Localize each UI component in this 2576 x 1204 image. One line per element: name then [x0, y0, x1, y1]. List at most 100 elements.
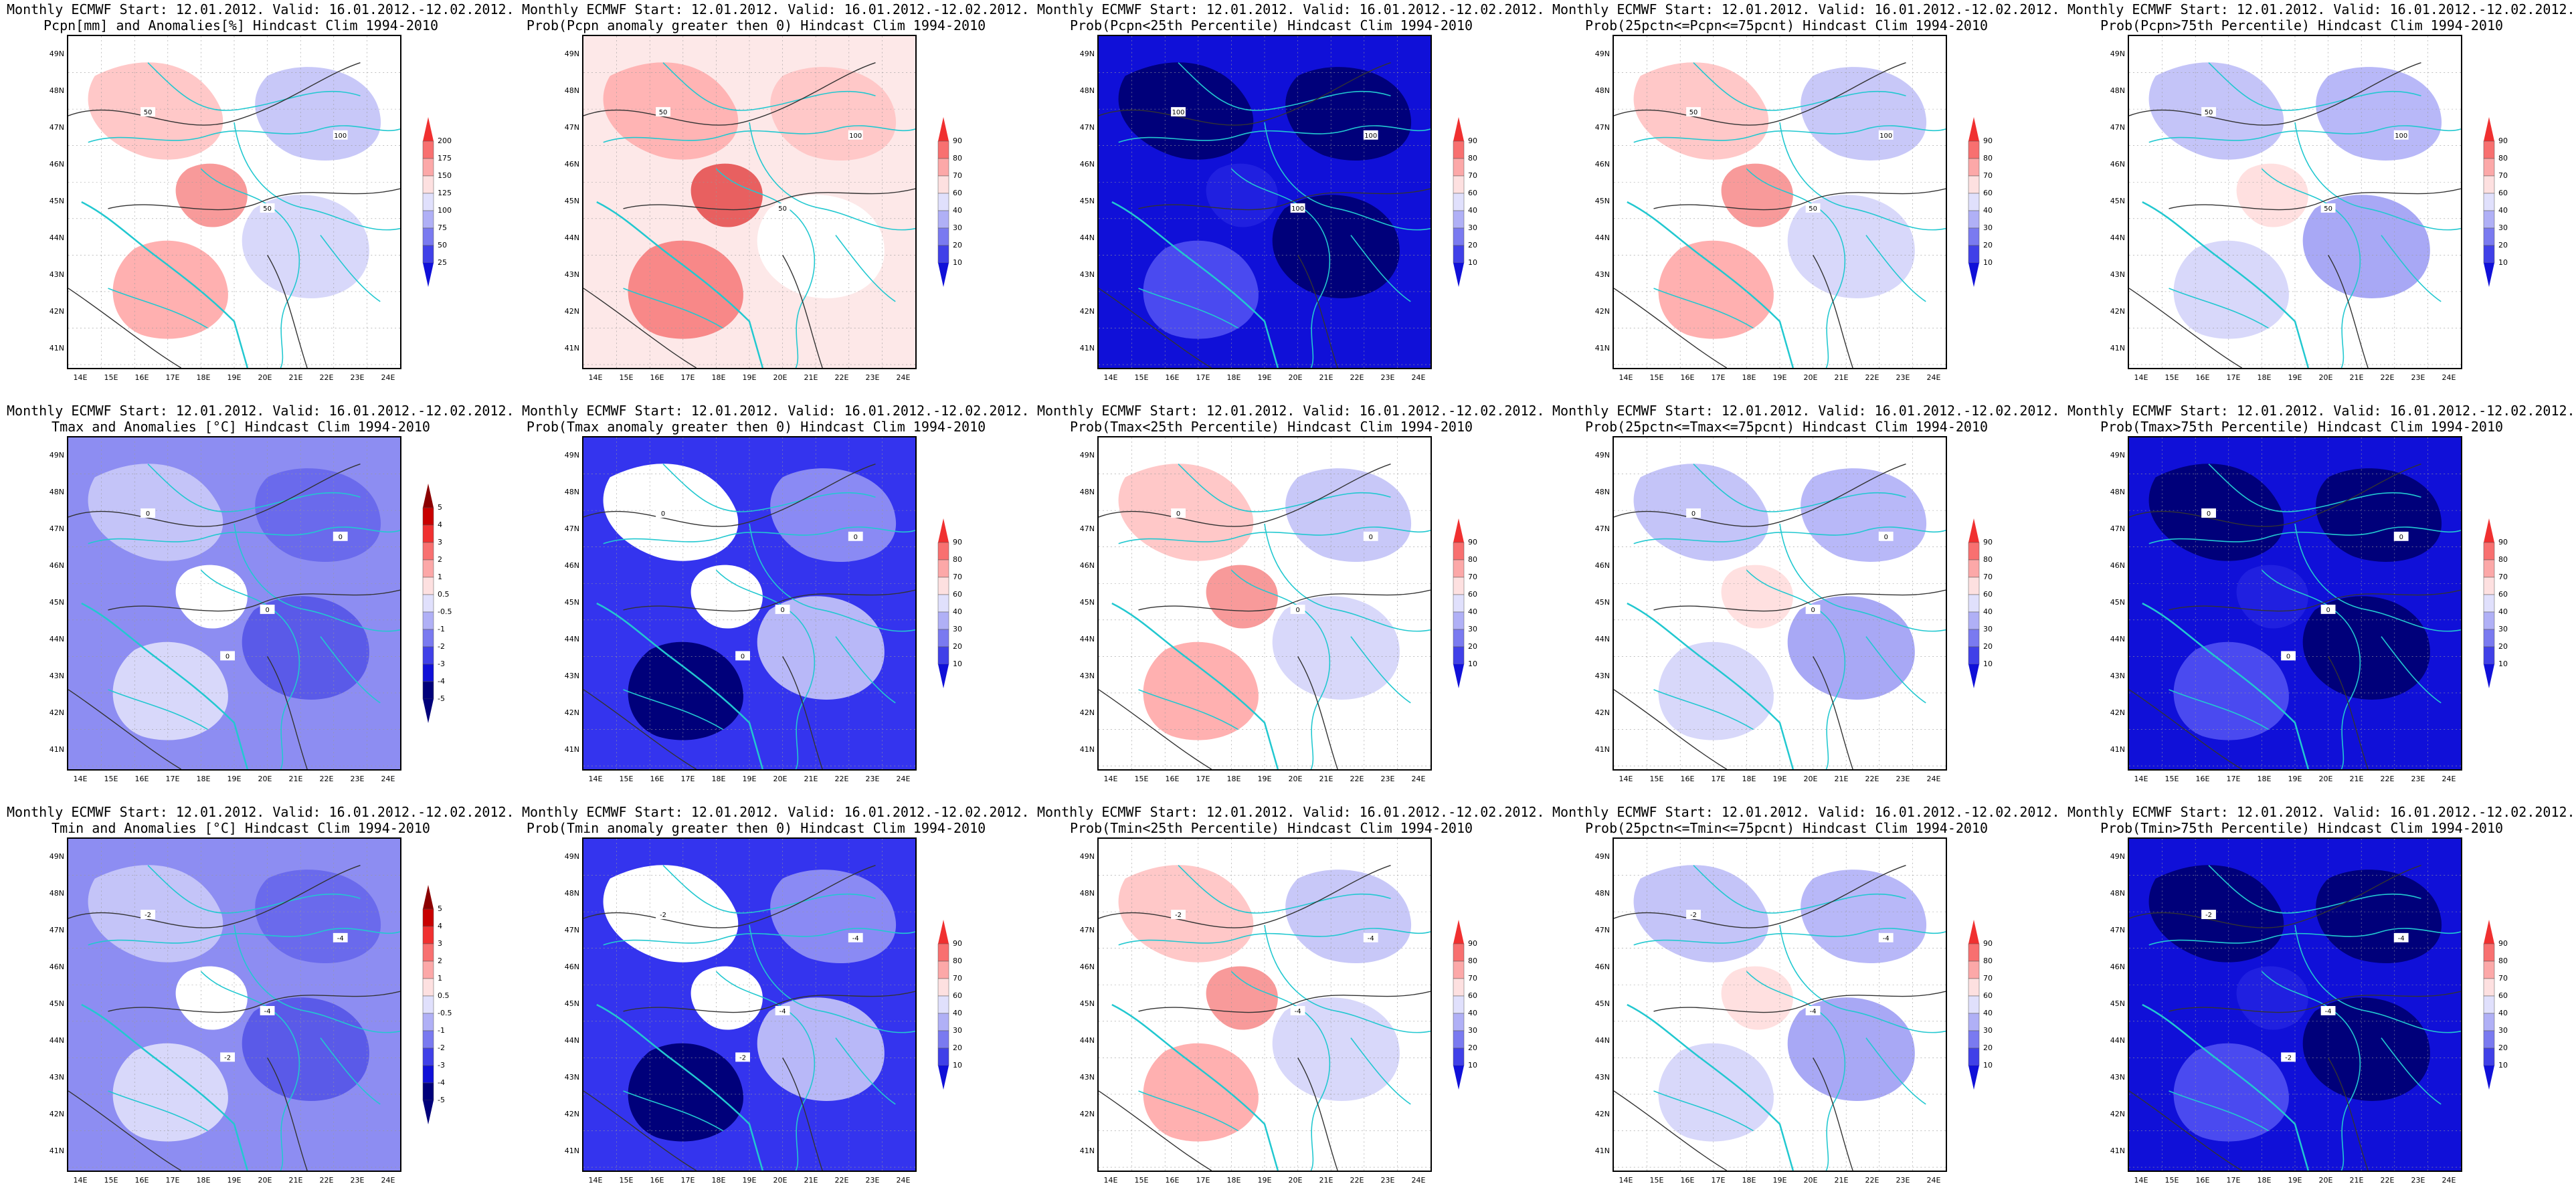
colorbar-max-arrow — [1453, 518, 1464, 542]
colorbar-tick-label: 70 — [2498, 573, 2508, 581]
colorbar-min-arrow — [423, 263, 434, 287]
latitude-tick-label: 45N — [564, 598, 579, 607]
anomaly-shading-region — [2302, 195, 2430, 298]
contour-label-box — [220, 1052, 235, 1062]
latitude-tick-label: 46N — [1079, 963, 1095, 971]
colorbar-tick-label: 10 — [2498, 258, 2508, 267]
colorbar-segment — [1453, 1013, 1465, 1031]
colorbar-tick-label: 3 — [438, 939, 442, 948]
longitude-tick-label: 18E — [196, 373, 211, 382]
colorbar-tick-label: 175 — [438, 154, 452, 163]
longitude-tick-label: 19E — [227, 1176, 242, 1185]
colorbar-segment — [422, 245, 434, 264]
country-border — [1230, 971, 1331, 1171]
colorbar-tick-label: 100 — [438, 206, 452, 215]
contour-label-box — [1686, 910, 1701, 920]
colorbar-legend: 90 80 70 60 40 30 20 10 — [1452, 920, 1499, 1090]
contour-label-box — [2281, 651, 2296, 661]
colorbar-segment — [422, 507, 434, 526]
colorbar-tick-label: 75 — [438, 223, 447, 232]
colorbar-tick-label: -1 — [438, 625, 445, 633]
colorbar-legend: 90 80 70 60 40 30 20 10 — [1967, 518, 2014, 688]
climatology-contour — [2169, 991, 2461, 1013]
country-border — [1653, 689, 1754, 730]
colorbar-legend: 90 80 70 60 40 30 20 10 — [2482, 920, 2529, 1090]
contour-label: -4 — [264, 1008, 271, 1015]
colorbar-segment — [422, 943, 434, 962]
colorbar-tick-label: 80 — [2498, 957, 2508, 965]
longitude-tick-label: 19E — [742, 373, 757, 382]
latitude-tick-label: 46N — [1079, 160, 1095, 169]
anomaly-shading-region — [1272, 596, 1400, 700]
anomaly-shading-region — [255, 468, 381, 562]
colorbar-tick-label: 20 — [1468, 1043, 1477, 1052]
latitude-tick-label: 42N — [1594, 708, 1610, 717]
colorbar-segment — [1453, 140, 1465, 159]
anomaly-shading-region — [242, 997, 369, 1101]
map-panel: Monthly ECMWF Start: 12.01.2012. Valid: … — [2067, 403, 2575, 797]
contour-label: -4 — [1883, 935, 1890, 942]
panel-title-line2: Pcpn[mm] and Anomalies[%] Hindcast Clim … — [43, 17, 438, 33]
longitude-tick-label: 17E — [165, 373, 180, 382]
climatology-contour — [1138, 188, 1431, 211]
colorbar-segment — [2483, 245, 2495, 264]
country-border — [1118, 928, 1431, 946]
colorbar-tick-label: 80 — [953, 154, 962, 163]
colorbar-segment — [1453, 646, 1465, 665]
contour-label: 100 — [1364, 132, 1377, 140]
latitude-tick-label: 42N — [49, 307, 64, 316]
anomaly-shading-region — [691, 966, 763, 1030]
colorbar-segment — [937, 245, 949, 264]
longitude-tick-label: 15E — [104, 1176, 118, 1185]
colorbar-max-arrow — [1968, 518, 1979, 542]
latitude-tick-label: 49N — [2110, 49, 2125, 58]
colorbar-min-arrow — [938, 1066, 949, 1090]
latitude-tick-label: 43N — [49, 270, 64, 279]
colorbar-tick-label: -4 — [438, 677, 445, 686]
latitude-tick-label: 46N — [49, 963, 64, 971]
colorbar-segment — [937, 158, 949, 177]
colorbar-tick-label: 20 — [1468, 241, 1477, 249]
latitude-tick-label: 46N — [1594, 561, 1610, 570]
longitude-tick-label: 15E — [104, 373, 118, 382]
contour-label: -4 — [779, 1008, 786, 1015]
colorbar-segment — [422, 681, 434, 700]
anomaly-shading-region — [2236, 565, 2308, 629]
anomaly-shading-region — [2148, 464, 2284, 561]
colorbar-tick-label: 0.5 — [438, 590, 450, 599]
colorbar-tick-label: 40 — [2498, 607, 2508, 616]
colorbar-legend: 5 4 3 2 1 0.5 -0.5 -1 -2 -3 -4 -5 — [422, 484, 468, 723]
contour-label: 50 — [144, 109, 153, 116]
longitude-tick-label: 19E — [742, 1176, 757, 1185]
colorbar-tick-label: 70 — [2498, 171, 2508, 180]
colorbar-legend: 90 80 70 60 40 30 20 10 — [937, 518, 984, 688]
map-area: 50 50 100 — [1613, 35, 1947, 369]
colorbar-tick-label: 90 — [1468, 136, 1477, 145]
climatology-contour — [1614, 288, 1727, 368]
anomaly-shading-region — [757, 195, 885, 298]
anomaly-shading-region — [175, 565, 248, 629]
country-border — [2148, 526, 2461, 544]
latitude-tick-label: 42N — [1079, 1110, 1095, 1118]
climatology-contour — [1614, 865, 1906, 928]
country-border — [1779, 523, 1946, 632]
longitude-tick-label: 22E — [2380, 373, 2395, 382]
colorbar-tick-label: 60 — [1983, 590, 1993, 599]
colorbar-segment — [422, 158, 434, 177]
contour-label: 100 — [849, 132, 862, 140]
contour-label-box — [2320, 1005, 2336, 1015]
colorbar-segment — [1968, 1030, 1980, 1049]
panel-title-line2: Prob(25pctn<=Tmin<=75pcnt) Hindcast Clim… — [1584, 820, 1989, 836]
country-border — [1138, 288, 1238, 329]
colorbar-swatches — [422, 885, 434, 1124]
longitude-tick-label: 23E — [865, 1176, 880, 1185]
contour-label: 0 — [1811, 607, 1815, 614]
colorbar-segment — [1968, 978, 1980, 997]
adriatic-coastline — [2142, 201, 2310, 368]
anomaly-shading-region — [628, 641, 743, 740]
colorbar-tick-label: 20 — [953, 1043, 962, 1052]
colorbar-tick-label: -3 — [438, 1061, 445, 1070]
colorbar-segment — [1453, 559, 1465, 578]
latitude-tick-label: 47N — [49, 926, 64, 934]
latitude-tick-label: 47N — [1079, 123, 1095, 132]
